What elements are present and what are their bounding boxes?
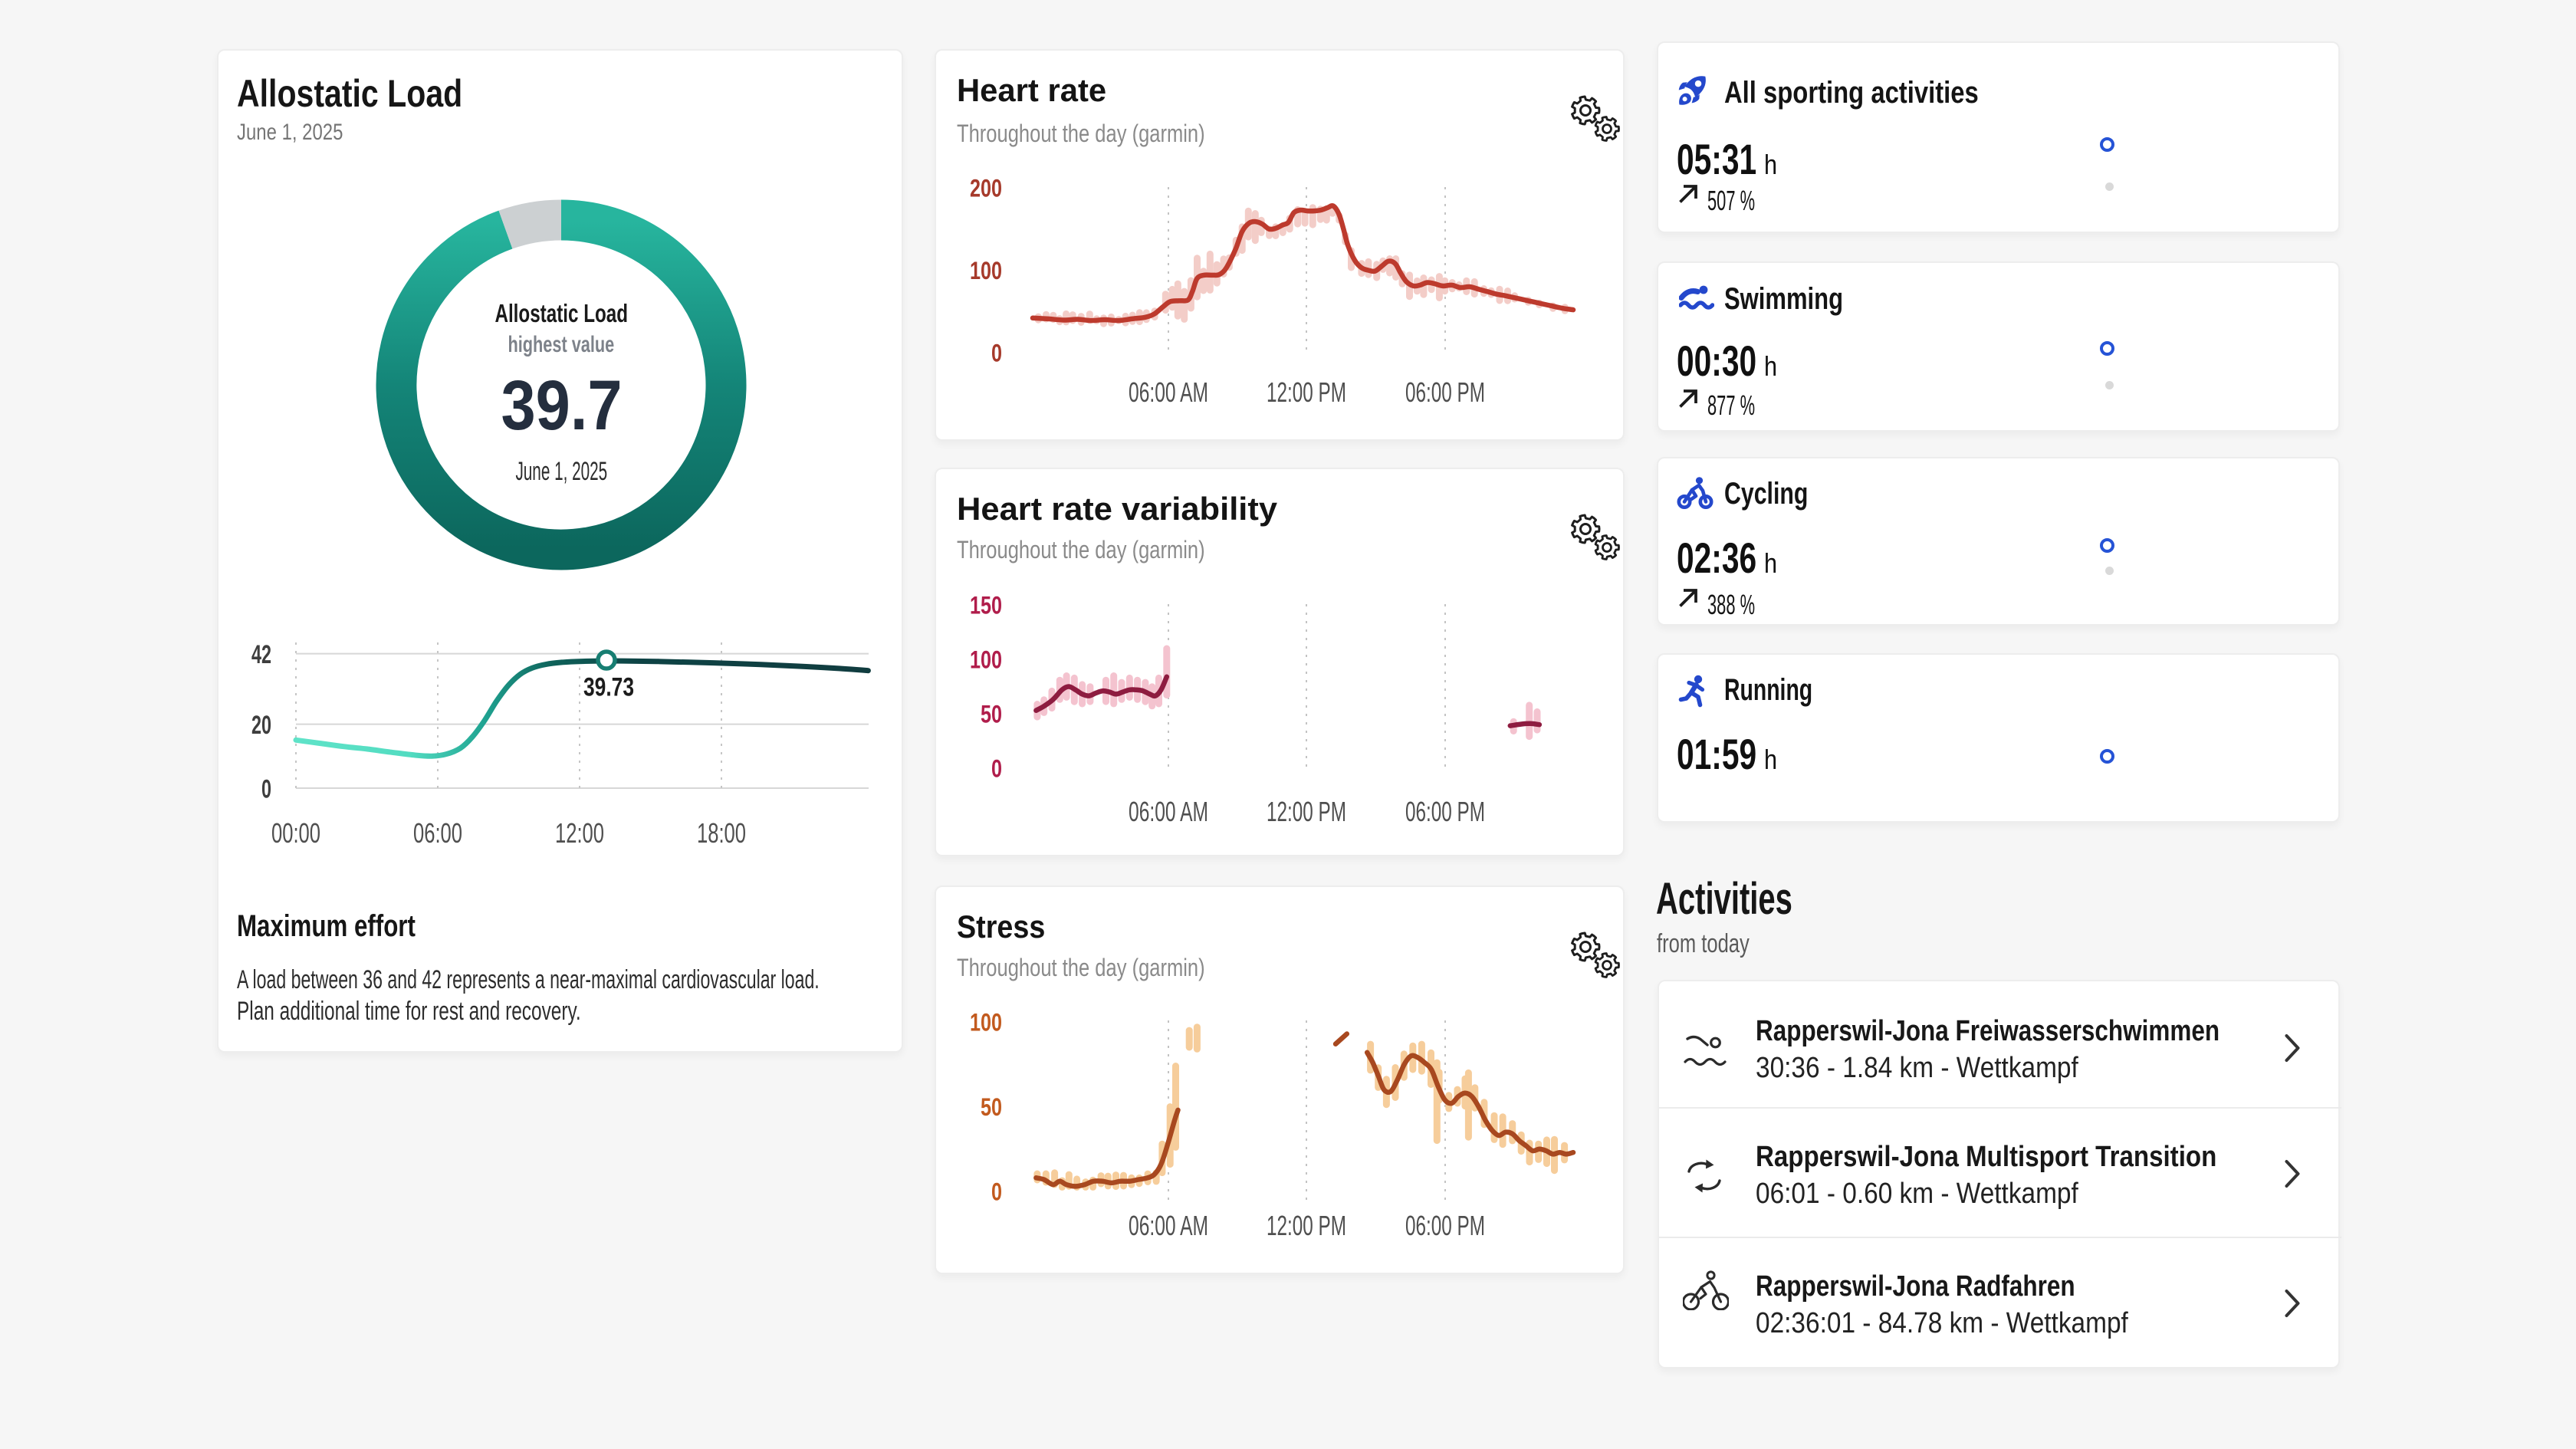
svg-text:00:00: 00:00 <box>271 817 320 849</box>
svg-text:06:00 AM: 06:00 AM <box>1129 1210 1208 1241</box>
svg-text:39.73: 39.73 <box>583 672 634 702</box>
svg-text:100: 100 <box>970 646 1002 674</box>
svg-text:06:00 PM: 06:00 PM <box>1405 796 1485 827</box>
svg-text:0: 0 <box>261 774 271 803</box>
svg-text:06:00 PM: 06:00 PM <box>1405 1210 1485 1241</box>
svg-text:06:00: 06:00 <box>413 817 462 849</box>
svg-text:20: 20 <box>251 711 271 740</box>
svg-text:0: 0 <box>991 1178 1002 1206</box>
svg-text:150: 150 <box>970 592 1002 619</box>
svg-text:18:00: 18:00 <box>697 817 746 849</box>
svg-text:12:00 PM: 12:00 PM <box>1267 376 1346 408</box>
svg-text:200: 200 <box>970 175 1002 202</box>
svg-text:12:00: 12:00 <box>555 817 604 849</box>
svg-text:42: 42 <box>251 640 271 669</box>
svg-text:06:00 AM: 06:00 AM <box>1129 376 1208 408</box>
svg-text:12:00 PM: 12:00 PM <box>1267 796 1346 827</box>
svg-text:06:00 PM: 06:00 PM <box>1405 376 1485 408</box>
svg-text:50: 50 <box>981 701 1002 728</box>
svg-text:0: 0 <box>991 755 1002 783</box>
svg-text:100: 100 <box>970 257 1002 284</box>
svg-text:06:00 AM: 06:00 AM <box>1129 796 1208 827</box>
svg-text:50: 50 <box>981 1093 1002 1121</box>
svg-text:0: 0 <box>991 340 1002 367</box>
svg-text:100: 100 <box>970 1009 1002 1037</box>
svg-text:12:00 PM: 12:00 PM <box>1267 1210 1346 1241</box>
